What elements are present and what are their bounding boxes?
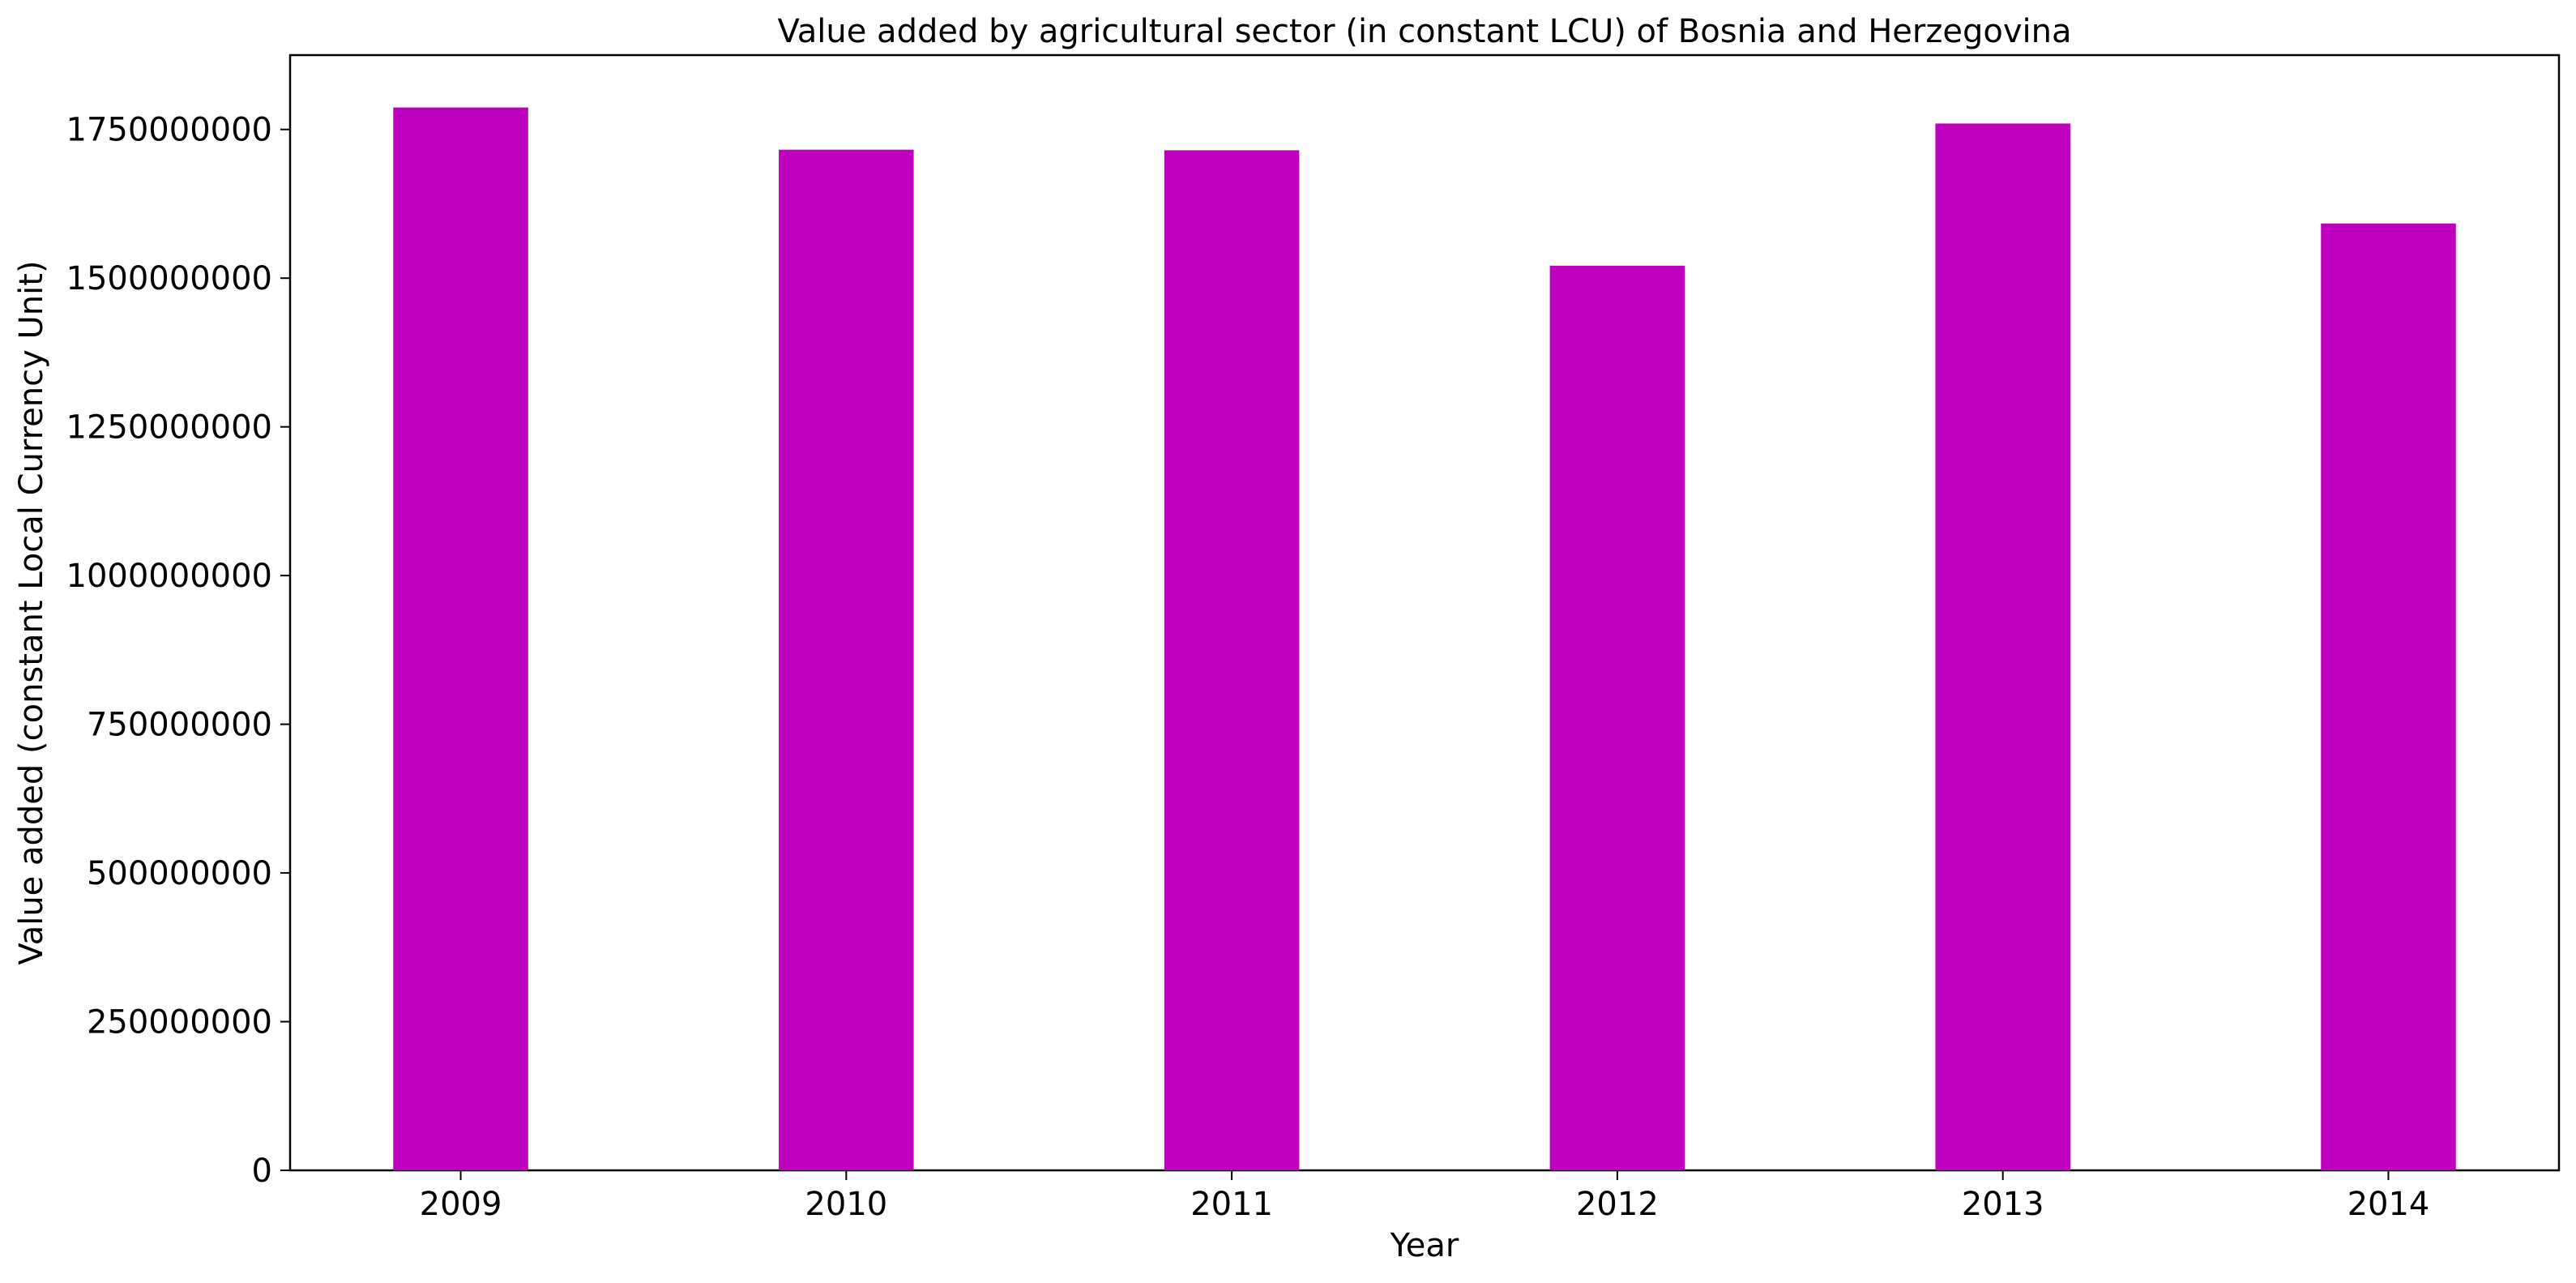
y-tick-label: 1500000000 [66,260,273,297]
x-tick-label: 2010 [805,1186,887,1223]
x-tick-label: 2009 [420,1186,502,1223]
x-tick-label: 2012 [1576,1186,1659,1223]
x-axis-ticks: 2009 2010 2011 2012 2013 2014 [420,1170,2430,1223]
y-tick-label: 500000000 [87,855,272,892]
bar-2011 [1164,150,1300,1170]
x-tick-label: 2011 [1190,1186,1273,1223]
bars-group [393,107,2456,1171]
bar-2013 [1935,123,2070,1171]
y-axis-label: Value added (constant Local Currency Uni… [13,260,50,964]
y-tick-label: 1750000000 [66,112,273,149]
y-tick-label: 250000000 [87,1004,272,1041]
bar-2012 [1549,265,1685,1170]
chart-title: Value added by agricultural sector (in c… [778,13,2072,50]
y-tick-label: 1250000000 [66,409,273,447]
x-axis-label: Year [1390,1227,1459,1264]
x-tick-label: 2014 [2347,1186,2430,1223]
y-axis-ticks: 0 250000000 500000000 750000000 1000000000 12… [66,112,290,1190]
y-tick-label: 1000000000 [66,558,273,595]
bar-2009 [393,107,528,1170]
plot-area-frame [288,53,2561,1172]
y-tick-label: 0 [252,1153,272,1190]
y-tick-label: 750000000 [87,707,272,744]
bar-2010 [779,149,914,1170]
x-tick-label: 2013 [1962,1186,2044,1223]
bar-2014 [2321,223,2456,1170]
